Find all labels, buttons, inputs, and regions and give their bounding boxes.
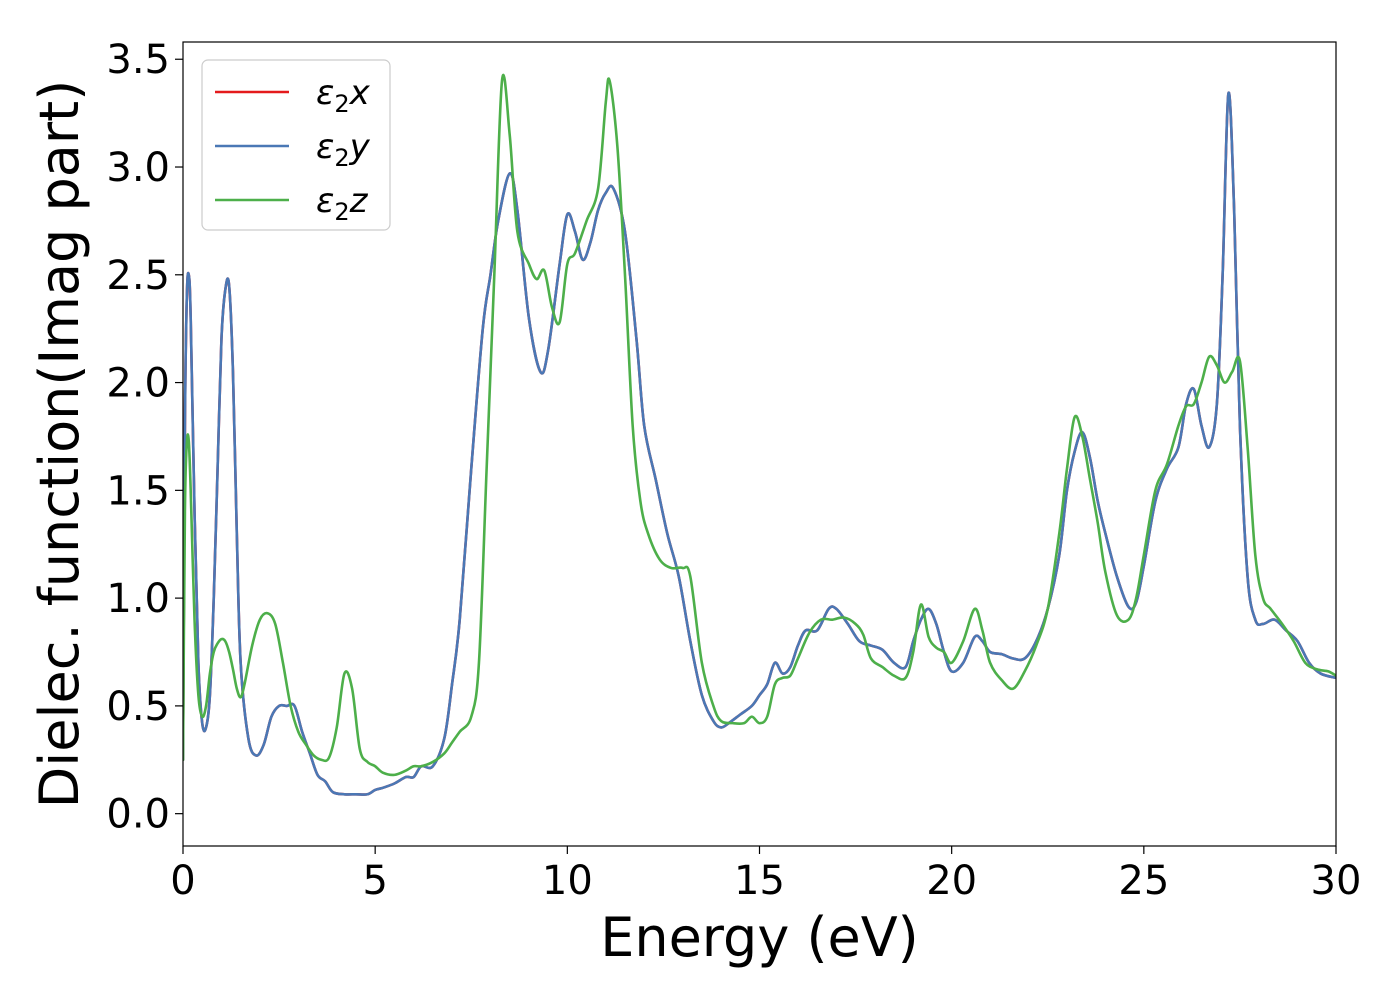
y-tick-label: 0.5 bbox=[106, 684, 170, 730]
y-tick-label: 2.0 bbox=[106, 361, 170, 407]
x-tick-label: 15 bbox=[734, 858, 785, 904]
y-tick-label: 3.5 bbox=[106, 37, 170, 83]
legend: ε2x ε2y ε2z bbox=[201, 59, 391, 231]
x-axis-label: Energy (eV) bbox=[600, 906, 919, 969]
y-tick-label: 1.5 bbox=[106, 468, 170, 514]
series-line-y bbox=[183, 91, 1336, 796]
x-tick-label: 0 bbox=[170, 858, 195, 904]
series-line-z bbox=[183, 73, 1336, 777]
y-tick-label: 1.0 bbox=[106, 576, 170, 622]
y-tick-label: 2.5 bbox=[106, 253, 170, 299]
series-layer bbox=[183, 73, 1336, 796]
legend-box bbox=[201, 59, 391, 231]
y-axis-label: Dielec. function(Imag part) bbox=[28, 80, 91, 809]
legend-label-z: ε2z bbox=[316, 181, 369, 226]
legend-label-x: ε2x bbox=[316, 73, 371, 118]
x-tick-label: 10 bbox=[542, 858, 593, 904]
x-tick-label: 25 bbox=[1118, 858, 1169, 904]
x-tick-label: 30 bbox=[1311, 858, 1362, 904]
legend-label-y: ε2y bbox=[316, 127, 371, 172]
y-axis: 0.0 0.5 1.0 1.5 2.0 2.5 3.0 3.5 bbox=[106, 37, 183, 838]
y-tick-label: 3.0 bbox=[106, 145, 170, 191]
x-tick-label: 20 bbox=[926, 858, 977, 904]
x-tick-label: 5 bbox=[362, 858, 387, 904]
y-tick-label: 0.0 bbox=[106, 792, 170, 838]
x-axis: 0 5 10 15 20 25 30 bbox=[170, 846, 1361, 904]
